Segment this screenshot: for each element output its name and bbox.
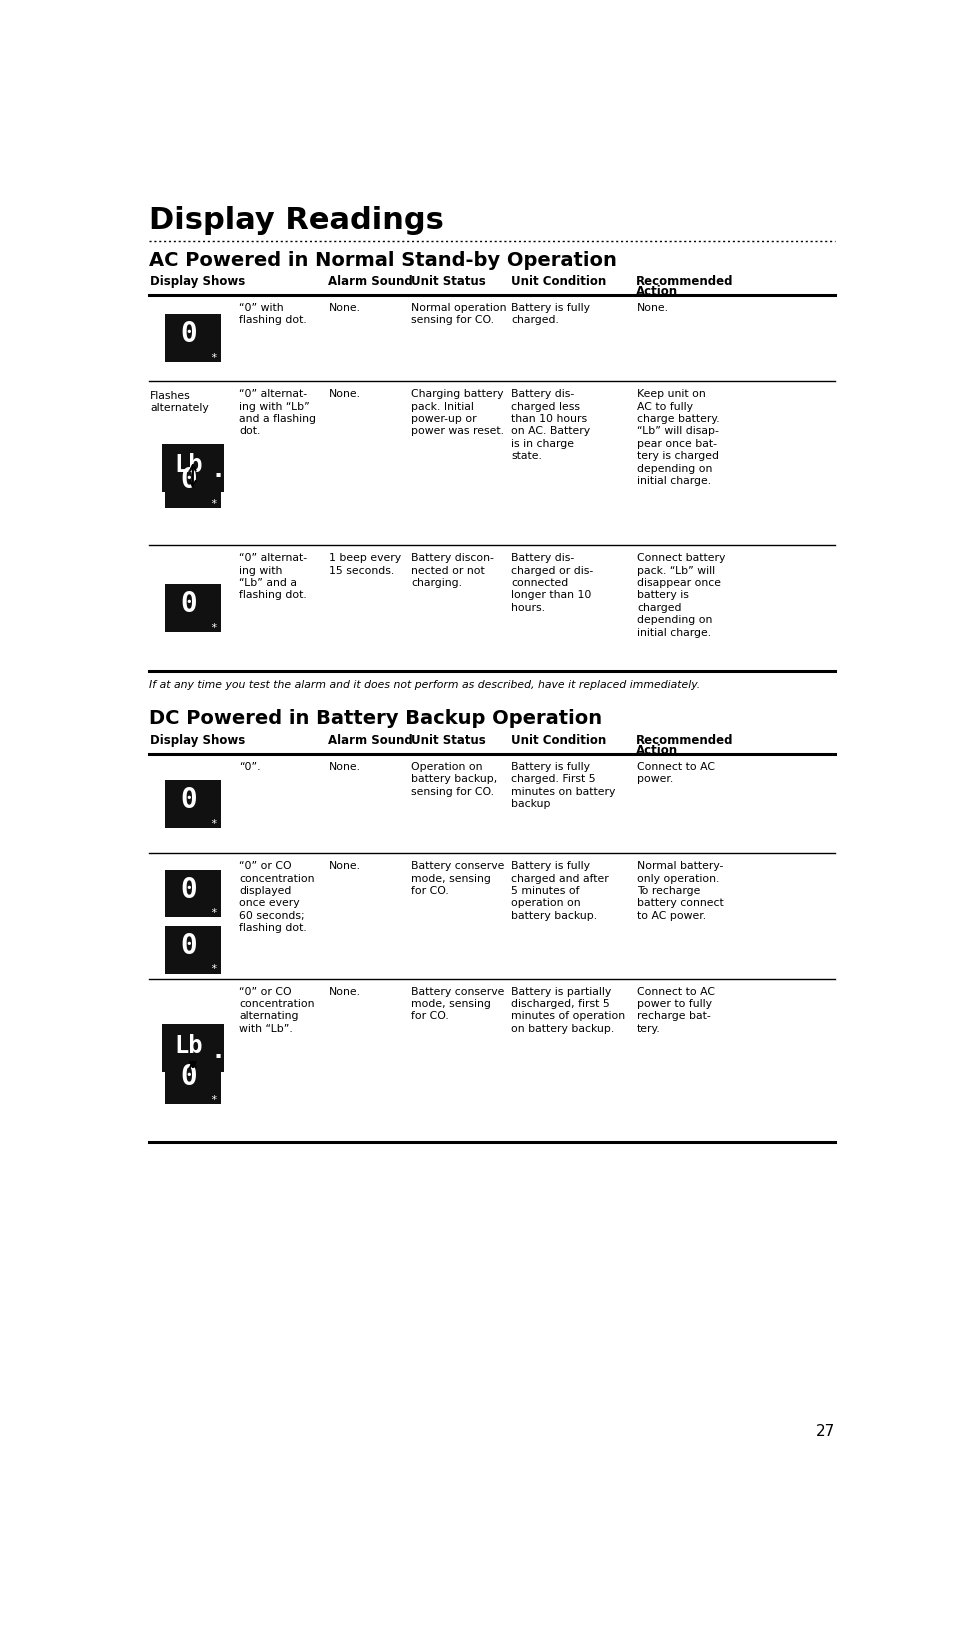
Text: Display Shows: Display Shows [150, 733, 245, 746]
Text: Display Shows: Display Shows [150, 275, 245, 288]
Text: Recommended: Recommended [636, 733, 733, 746]
Text: 1 beep every
15 seconds.: 1 beep every 15 seconds. [329, 553, 401, 576]
Text: Action: Action [636, 285, 678, 298]
Text: Unit Condition: Unit Condition [510, 733, 605, 746]
Text: Unit Condition: Unit Condition [510, 275, 605, 288]
Text: 0: 0 [180, 876, 197, 904]
Text: Recommended: Recommended [636, 275, 733, 288]
Text: ∗: ∗ [210, 351, 216, 361]
FancyBboxPatch shape [162, 444, 224, 491]
Text: Battery conserve
mode, sensing
for CO.: Battery conserve mode, sensing for CO. [411, 987, 504, 1021]
Text: None.: None. [329, 302, 361, 312]
Text: ∗: ∗ [210, 496, 216, 507]
Text: ∗: ∗ [210, 1093, 216, 1104]
Text: None.: None. [329, 389, 361, 398]
Text: AC Powered in Normal Stand-by Operation: AC Powered in Normal Stand-by Operation [149, 250, 616, 270]
FancyBboxPatch shape [165, 780, 220, 828]
Text: Keep unit on
AC to fully
charge battery.
“Lb” will disap-
pear once bat-
tery is: Keep unit on AC to fully charge battery.… [637, 389, 719, 486]
FancyBboxPatch shape [165, 314, 220, 363]
Text: Lb: Lb [173, 1034, 202, 1059]
Text: Normal battery-
only operation.
To recharge
battery connect
to AC power.: Normal battery- only operation. To recha… [637, 862, 723, 920]
Text: “0” alternat-
ing with “Lb”
and a flashing
dot.: “0” alternat- ing with “Lb” and a flashi… [239, 389, 316, 436]
FancyBboxPatch shape [165, 1057, 220, 1104]
Text: Battery dis-
charged less
than 10 hours
on AC. Battery
is in charge
state.: Battery dis- charged less than 10 hours … [511, 389, 590, 462]
Text: ∗: ∗ [210, 963, 216, 972]
Text: 0: 0 [180, 320, 197, 348]
Text: None.: None. [329, 987, 361, 997]
Text: 27: 27 [815, 1424, 835, 1439]
Text: .: . [210, 459, 225, 483]
Text: Battery is fully
charged and after
5 minutes of
operation on
battery backup.: Battery is fully charged and after 5 min… [511, 862, 609, 920]
Text: Operation on
battery backup,
sensing for CO.: Operation on battery backup, sensing for… [411, 763, 497, 797]
Text: 0: 0 [180, 1063, 197, 1091]
Text: “0” alternat-
ing with
“Lb” and a
flashing dot.: “0” alternat- ing with “Lb” and a flashi… [239, 553, 307, 600]
Text: Display Readings: Display Readings [149, 207, 443, 234]
FancyBboxPatch shape [165, 925, 220, 974]
Text: Unit Status: Unit Status [410, 275, 485, 288]
FancyBboxPatch shape [162, 1024, 224, 1072]
Text: “0” or CO
concentration
displayed
once every
60 seconds;
flashing dot.: “0” or CO concentration displayed once e… [239, 862, 314, 933]
Text: Alarm Sound: Alarm Sound [328, 275, 413, 288]
Text: 0: 0 [180, 932, 197, 959]
Text: Battery dis-
charged or dis-
connected
longer than 10
hours.: Battery dis- charged or dis- connected l… [511, 553, 593, 613]
Text: Connect to AC
power.: Connect to AC power. [637, 763, 714, 784]
Text: Battery discon-
nected or not
charging.: Battery discon- nected or not charging. [411, 553, 494, 589]
Text: Alarm Sound: Alarm Sound [328, 733, 413, 746]
Text: “0”.: “0”. [239, 763, 260, 772]
Text: 0: 0 [180, 590, 197, 618]
Text: “0” or CO
concentration
alternating
with “Lb”.: “0” or CO concentration alternating with… [239, 987, 314, 1034]
Text: Battery is partially
discharged, first 5
minutes of operation
on battery backup.: Battery is partially discharged, first 5… [511, 987, 625, 1034]
Text: Battery is fully
charged.: Battery is fully charged. [511, 302, 590, 325]
Text: Charging battery
pack. Initial
power-up or
power was reset.: Charging battery pack. Initial power-up … [411, 389, 504, 436]
Text: Connect to AC
power to fully
recharge bat-
tery.: Connect to AC power to fully recharge ba… [637, 987, 714, 1034]
Text: None.: None. [637, 302, 668, 312]
Text: Lb: Lb [173, 454, 202, 478]
FancyBboxPatch shape [165, 460, 220, 507]
Text: Battery is fully
charged. First 5
minutes on battery
backup: Battery is fully charged. First 5 minute… [511, 763, 615, 810]
Text: 0: 0 [180, 467, 197, 494]
Text: 0: 0 [180, 785, 197, 815]
FancyBboxPatch shape [165, 870, 220, 917]
Text: Battery conserve
mode, sensing
for CO.: Battery conserve mode, sensing for CO. [411, 862, 504, 896]
Text: None.: None. [329, 862, 361, 872]
Text: .: . [210, 1039, 225, 1063]
Text: ∗: ∗ [210, 906, 216, 915]
Text: Flashes
alternately: Flashes alternately [150, 390, 209, 413]
Text: Normal operation
sensing for CO.: Normal operation sensing for CO. [411, 302, 506, 325]
Text: Action: Action [636, 745, 678, 758]
Text: ∗: ∗ [210, 621, 216, 631]
Text: ∗: ∗ [210, 816, 216, 826]
Text: If at any time you test the alarm and it does not perform as described, have it : If at any time you test the alarm and it… [149, 680, 700, 689]
Text: “0” with
flashing dot.: “0” with flashing dot. [239, 302, 307, 325]
Text: Connect battery
pack. “Lb” will
disappear once
battery is
charged
depending on
i: Connect battery pack. “Lb” will disappea… [637, 553, 724, 637]
Text: None.: None. [329, 763, 361, 772]
Text: DC Powered in Battery Backup Operation: DC Powered in Battery Backup Operation [149, 709, 601, 728]
Text: Unit Status: Unit Status [410, 733, 485, 746]
FancyBboxPatch shape [165, 584, 220, 633]
